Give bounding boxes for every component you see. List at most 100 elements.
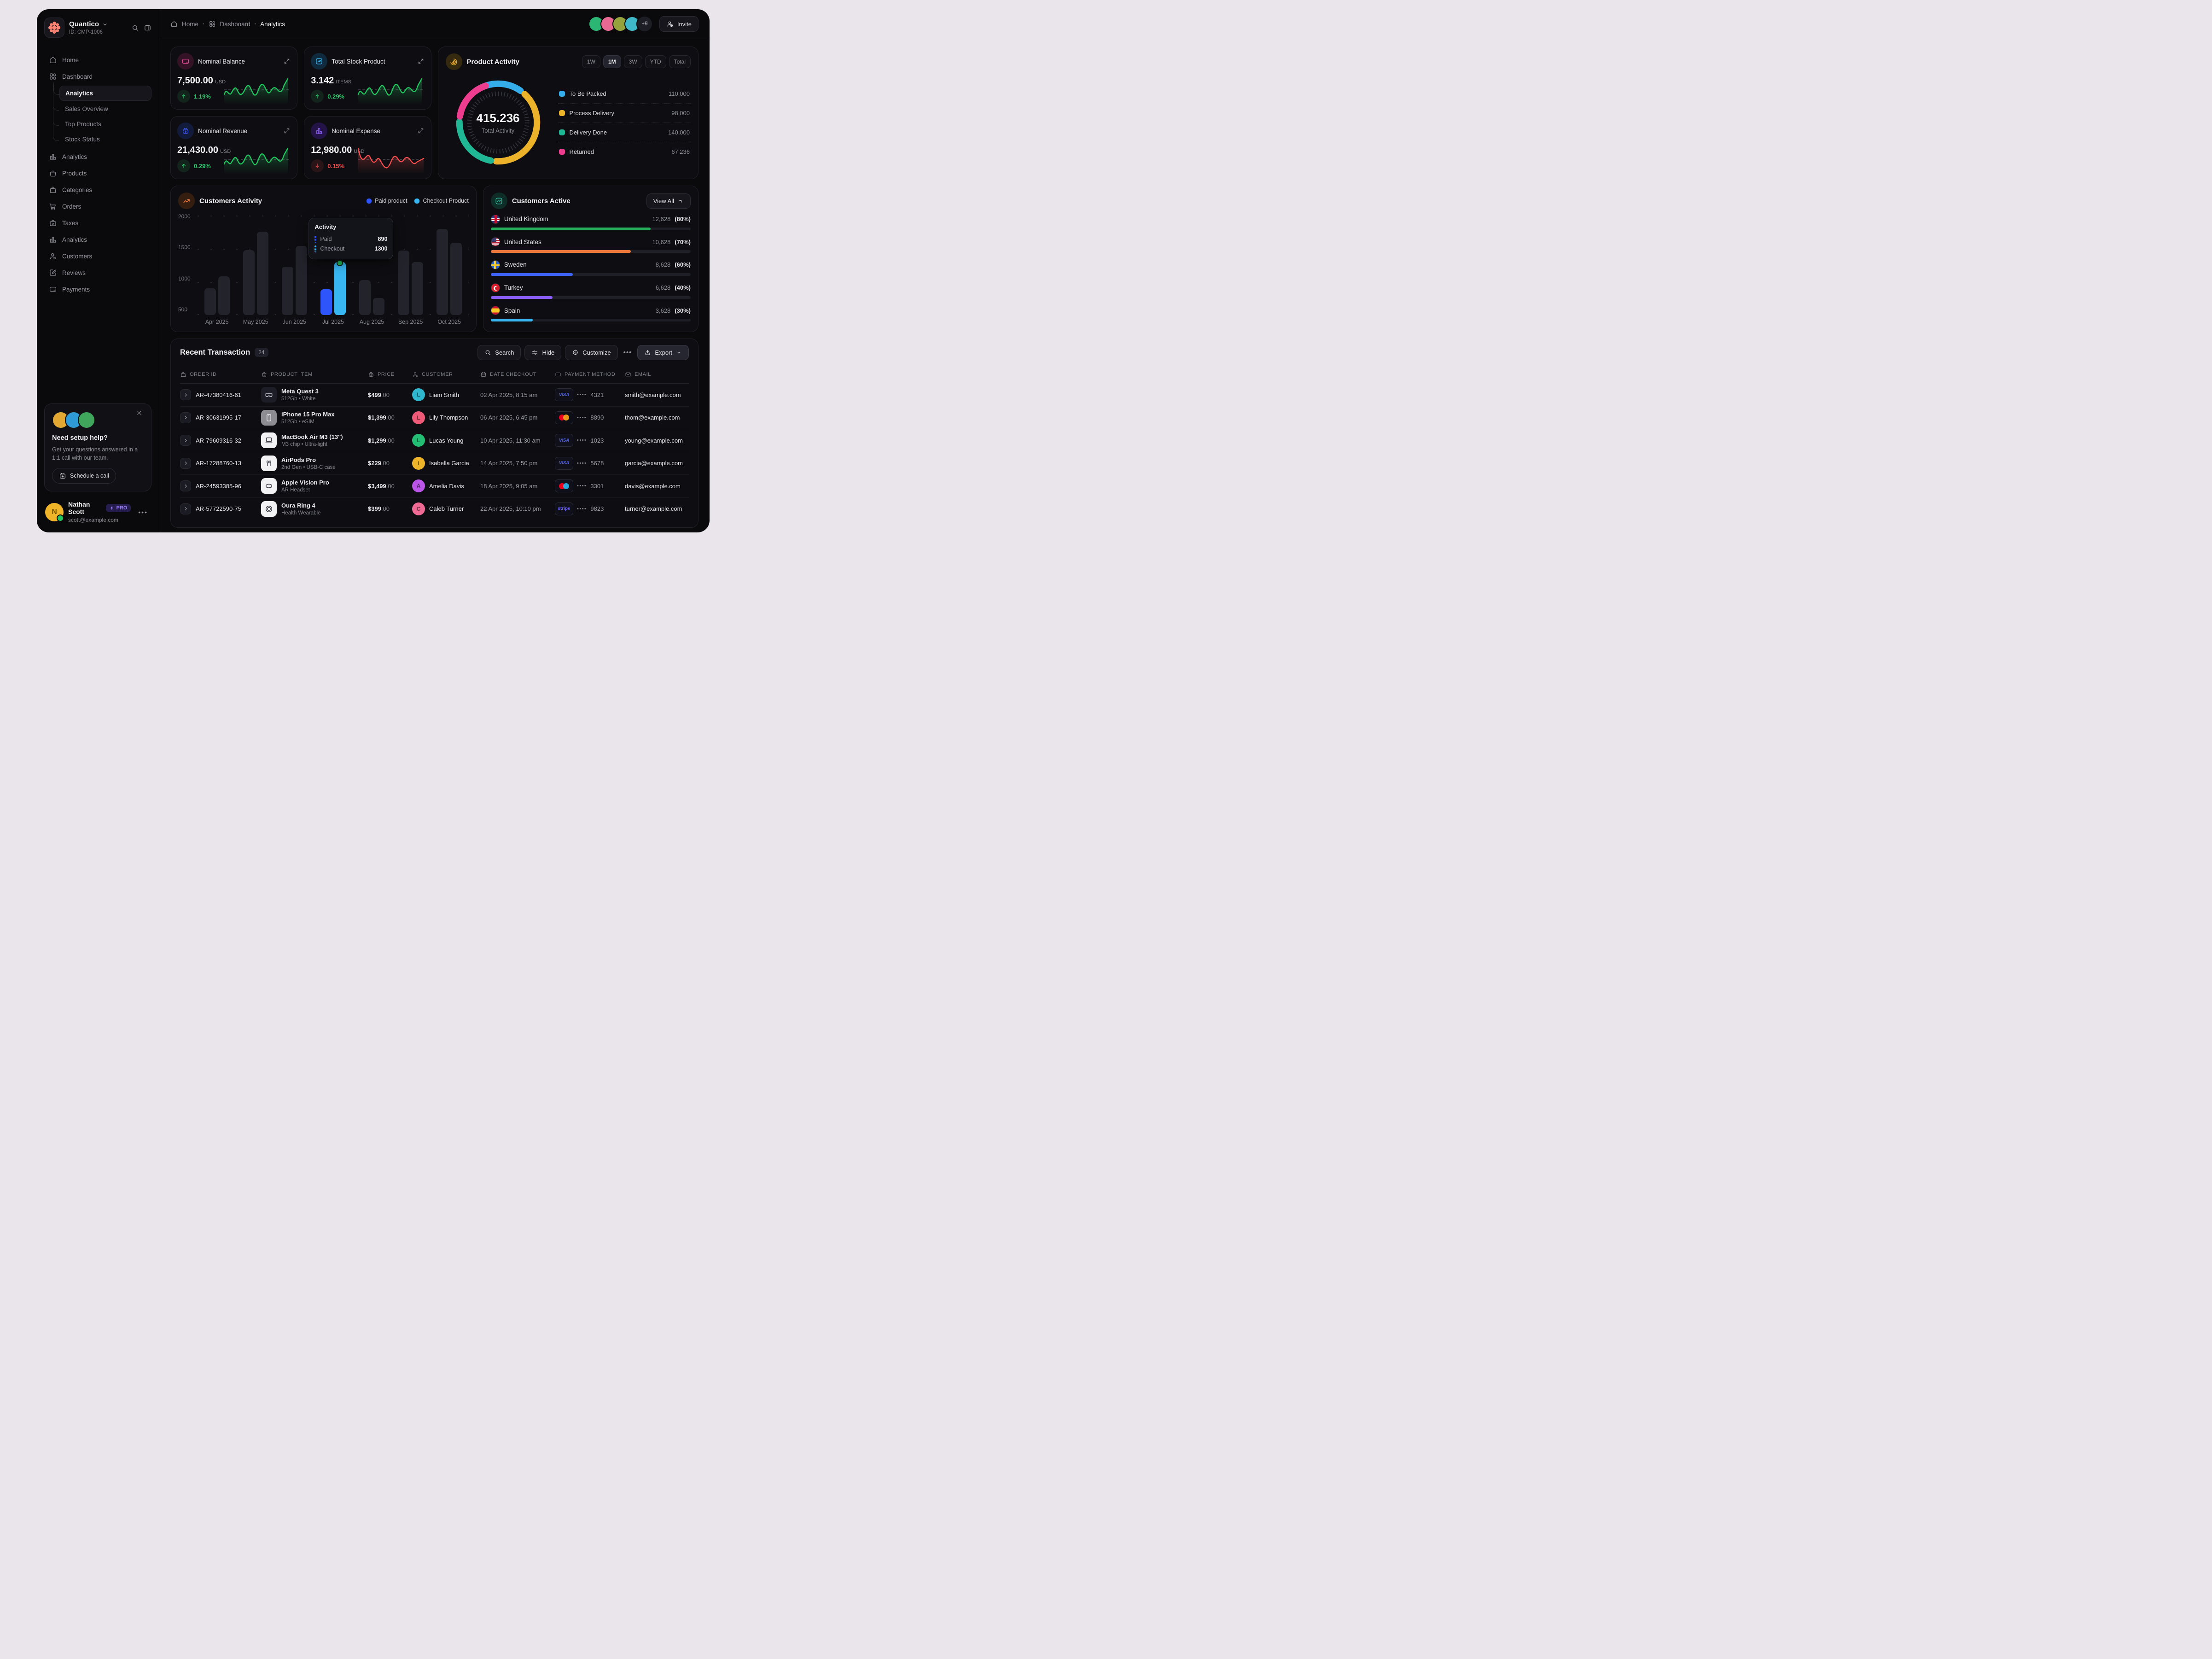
company-switcher[interactable]: Quantico [69, 20, 127, 28]
avatar: C [412, 502, 425, 515]
arrow-right-icon [676, 197, 685, 205]
schedule-call-button[interactable]: Schedule a call [52, 468, 116, 484]
arrow-up-icon [180, 93, 187, 99]
bar-paid-product[interactable] [320, 289, 332, 315]
customers-active-panel: Customers Active View All United Kingdom… [483, 186, 699, 332]
table-row[interactable]: AR-17288760-13 AirPods Pro 2nd Gen • USB-… [180, 452, 689, 475]
bar-checkout-product[interactable] [450, 243, 462, 315]
credit-card-icon [555, 371, 561, 378]
table-row[interactable]: AR-24593385-96 Apple Vision Pro AR Headse… [180, 475, 689, 498]
shopping-bag-icon [49, 186, 57, 194]
export-icon [644, 349, 651, 356]
search-icon[interactable] [131, 24, 139, 32]
sparkline-red [357, 147, 424, 174]
order-id: AR-17288760-13 [196, 460, 242, 467]
country-row: Turkey 6,628 (40%) [490, 283, 691, 299]
customize-button[interactable]: Customize [565, 345, 618, 360]
expand-icon[interactable] [417, 58, 425, 65]
more-avatars-count[interactable]: +9 [636, 16, 653, 32]
sliders-icon [531, 349, 538, 356]
filter-total[interactable]: Total [669, 55, 691, 68]
sidebar-subitem-stock-status[interactable]: Stock Status [53, 129, 151, 146]
trend-up-icon [178, 193, 195, 209]
bar-paid-product[interactable] [281, 266, 293, 315]
total-activity-label: Total Activity [481, 127, 515, 134]
bar-paid-product[interactable] [437, 228, 448, 315]
bar-checkout-product[interactable] [295, 246, 307, 315]
team-avatars[interactable]: +9 [588, 16, 653, 32]
row-expand-button[interactable] [180, 503, 191, 514]
more-options-button[interactable]: ••• [622, 349, 634, 356]
dashboard-icon [49, 72, 57, 81]
bar-checkout-product[interactable] [334, 259, 346, 315]
close-icon[interactable] [133, 409, 146, 418]
expand-icon[interactable] [417, 127, 425, 134]
bar-checkout-product[interactable] [373, 298, 384, 315]
row-expand-button[interactable] [180, 457, 191, 469]
bar-paid-product[interactable] [204, 288, 216, 315]
order-id: AR-79609316-32 [196, 437, 242, 444]
sidebar-item-taxes[interactable]: Taxes [44, 215, 151, 231]
sidebar-subitem-analytics[interactable]: Analytics [53, 82, 151, 101]
bar-checkout-product[interactable] [412, 262, 424, 315]
bar-paid-product[interactable] [359, 280, 371, 315]
collapse-sidebar-icon[interactable] [144, 24, 151, 32]
table-row[interactable]: AR-79609316-32 MacBook Air M3 (13″) M3 ch… [180, 429, 689, 452]
table-row[interactable]: AR-47380416-61 Meta Quest 3 512Gb • White… [180, 384, 689, 407]
table-row[interactable]: AR-57722590-75 Oura Ring 4 Health Wearabl… [180, 498, 689, 520]
progress-track [490, 250, 691, 253]
table-row[interactable]: AR-30631995-17 iPhone 15 Pro Max 512Gb • … [180, 407, 689, 429]
export-button[interactable]: Export [637, 345, 689, 360]
bolt-icon [110, 506, 114, 510]
company-logo[interactable] [44, 18, 64, 38]
sidebar-item-products[interactable]: Products [44, 165, 151, 181]
x-axis-labels: Apr 2025 May 2025 Jun 2025 Jul 2025 Aug 2025… [205, 319, 461, 325]
sidebar-item-analytics-2[interactable]: Analytics [44, 231, 151, 248]
sidebar-item-home[interactable]: Home [44, 52, 151, 68]
expand-icon[interactable] [283, 58, 291, 65]
bar-paid-product[interactable] [398, 251, 410, 315]
product-image [261, 432, 277, 449]
product-image [261, 478, 277, 494]
progress-track [490, 296, 691, 299]
user-profile[interactable]: N Nathan Scott PRO scott@example.com ••• [44, 499, 151, 525]
expand-icon[interactable] [283, 127, 291, 134]
filter-ytd[interactable]: YTD [645, 55, 666, 68]
bar-checkout-product[interactable] [218, 276, 230, 315]
breadcrumb-dashboard[interactable]: Dashboard [220, 20, 250, 28]
bar-paid-product[interactable] [243, 250, 255, 315]
filter-1m[interactable]: 1M [603, 55, 621, 68]
legend-item: Delivery Done 140,000 [558, 123, 691, 142]
search-button[interactable]: Search [477, 345, 521, 360]
sidebar-item-customers[interactable]: Customers [44, 248, 151, 264]
sidebar-item-analytics[interactable]: Analytics [44, 148, 151, 165]
row-expand-button[interactable] [180, 389, 191, 401]
stripe-logo: stripe [555, 502, 573, 515]
row-expand-button[interactable] [180, 412, 191, 423]
hide-button[interactable]: Hide [524, 345, 562, 360]
sidebar-subitem-sales-overview[interactable]: Sales Overview [53, 98, 151, 116]
filter-1w[interactable]: 1W [582, 55, 600, 68]
person-plus-icon [666, 20, 674, 28]
us-flag-icon [490, 237, 500, 247]
row-expand-button[interactable] [180, 435, 191, 446]
sidebar-subitem-top-products[interactable]: Top Products [53, 113, 151, 131]
bag-icon [180, 371, 186, 378]
spain-flag-icon [490, 306, 500, 315]
invite-button[interactable]: Invite [659, 16, 699, 32]
basket-icon [49, 169, 57, 177]
filter-3w[interactable]: 3W [623, 55, 642, 68]
bar-checkout-product[interactable] [256, 231, 268, 315]
row-expand-button[interactable] [180, 480, 191, 492]
sidebar-item-orders[interactable]: Orders [44, 198, 151, 215]
product-image [261, 409, 277, 426]
sidebar-item-categories[interactable]: Categories [44, 181, 151, 198]
profile-menu-button[interactable]: ••• [135, 508, 151, 516]
sidebar-item-dashboard[interactable]: Dashboard [44, 68, 151, 85]
sparkline-green [357, 78, 424, 105]
view-all-button[interactable]: View All [646, 193, 691, 209]
sidebar-item-payments[interactable]: Payments [44, 281, 151, 298]
avatar: I [412, 456, 425, 470]
breadcrumb-home[interactable]: Home [182, 20, 199, 28]
sidebar-item-reviews[interactable]: Reviews [44, 264, 151, 281]
